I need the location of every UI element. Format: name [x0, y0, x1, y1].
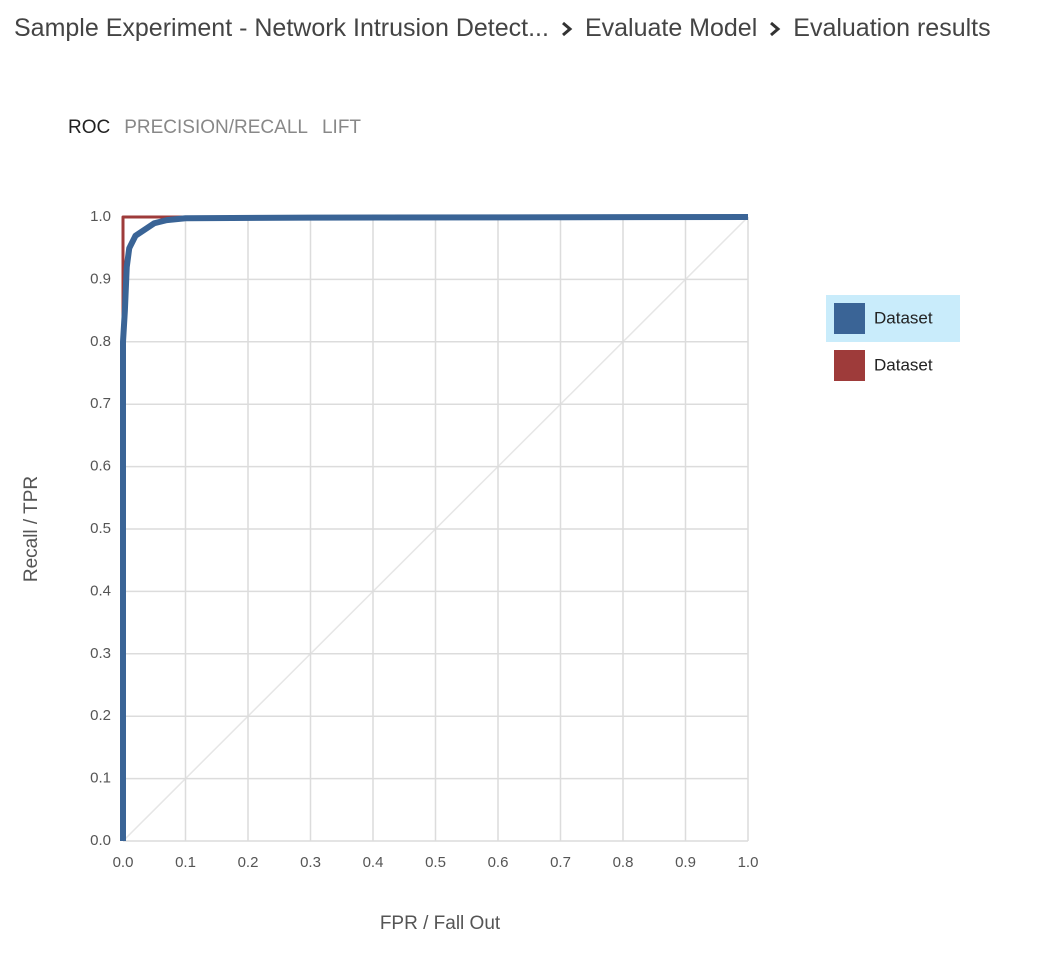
y-axis-label: Recall / TPR [21, 476, 42, 582]
tab[interactable]: LIFT [321, 117, 362, 138]
legend-label[interactable]: Dataset [874, 355, 933, 374]
x-axis-label: FPR / Fall Out [380, 913, 501, 934]
reference-diagonal [122, 216, 749, 842]
x-tick-label: 0.6 [488, 854, 509, 871]
y-tick-label: 0.0 [90, 832, 111, 849]
y-tick-label: 0.9 [90, 270, 111, 287]
legend-highlight [826, 295, 960, 342]
x-tick-label: 0.9 [675, 854, 696, 871]
roc-curve [120, 214, 749, 841]
x-tick-label: 1.0 [738, 854, 759, 871]
x-tick-label: 0.2 [238, 854, 259, 871]
y-tick-label: 0.6 [90, 458, 111, 475]
tabs: ROC PRECISION/RECALL LIFT [68, 117, 361, 139]
chevron [561, 21, 573, 36]
legend-label[interactable]: Dataset [874, 308, 933, 327]
tab[interactable]: ROC [68, 117, 111, 138]
x-tick-label: 0.8 [613, 854, 634, 871]
y-tick-label: 0.5 [90, 520, 111, 537]
roc-curve [121, 215, 748, 841]
x-tick-label: 0.5 [425, 854, 446, 871]
chevron [770, 21, 781, 36]
y-tick-label: 0.2 [90, 707, 111, 724]
crumb[interactable]: Evaluate Model [584, 14, 758, 42]
y-tick-label: 0.3 [90, 645, 111, 662]
x-tick-label: 0.3 [300, 854, 321, 871]
y-tick-label: 0.1 [90, 770, 111, 787]
breadcrumb: Sample Experiment - Network Intrusion De… [14, 14, 991, 43]
y-tick-label: 0.7 [90, 395, 111, 412]
y-tick-label: 1.0 [90, 208, 111, 225]
crumb[interactable]: Sample Experiment - Network Intrusion De… [14, 14, 549, 42]
y-tick-label: 0.4 [90, 582, 111, 599]
x-tick-label: 0.0 [113, 854, 134, 871]
x-tick-label: 0.1 [175, 854, 196, 871]
x-tick-label: 0.7 [550, 854, 571, 871]
legend-swatch[interactable] [834, 350, 865, 381]
crumb: Evaluation results [793, 14, 991, 42]
y-tick-label: 0.8 [90, 333, 111, 350]
legend-swatch[interactable] [834, 303, 865, 334]
tab[interactable]: PRECISION/RECALL [124, 117, 308, 138]
x-tick-label: 0.4 [363, 854, 384, 871]
